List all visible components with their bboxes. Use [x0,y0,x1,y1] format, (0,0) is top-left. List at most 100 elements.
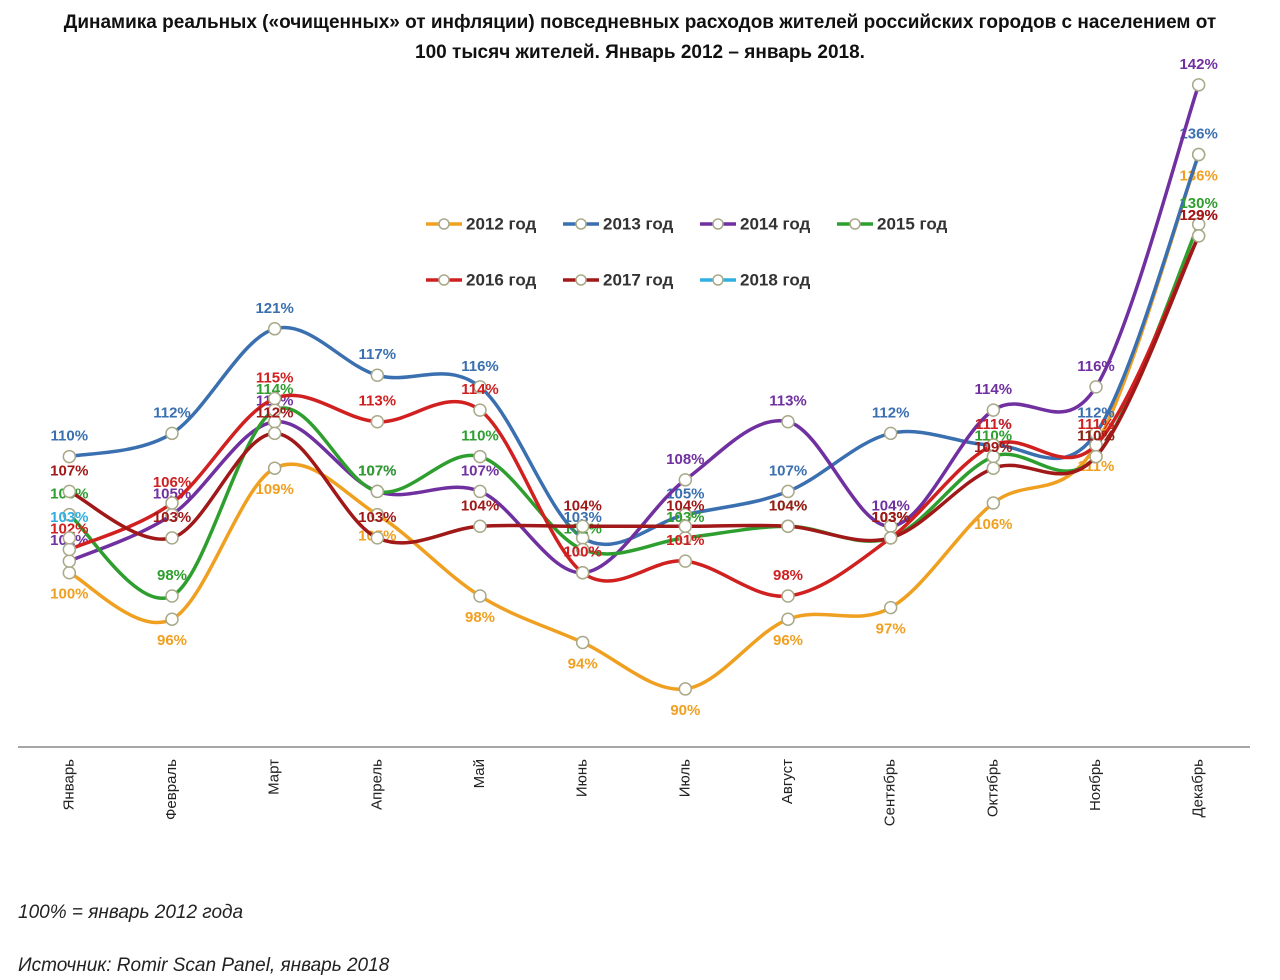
data-label: 107% [461,462,499,479]
point [1191,78,1206,92]
point [678,519,693,534]
data-label: 103% [666,509,704,526]
point [165,531,179,545]
point [883,531,898,545]
data-label: 113% [769,393,807,410]
point [781,589,795,603]
series-line [68,153,1201,547]
point [986,403,1001,417]
point [62,554,77,568]
data-label: 112% [256,404,294,421]
data-label: 98% [773,567,803,584]
point [781,484,795,499]
data-label: 129% [1179,207,1217,224]
series-line [68,235,1201,598]
legend-marker [575,218,587,230]
data-label: 111% [975,416,1012,433]
data-label: 114% [975,381,1013,398]
data-label: 111% [1078,458,1115,475]
data-label: 112% [1077,404,1115,421]
point [62,449,77,464]
data-label: 103% [871,509,909,526]
data-label: 136% [1179,126,1217,143]
point [165,426,179,441]
point [473,380,487,394]
data-label: 121% [255,300,293,317]
data-label: 102% [50,520,88,537]
data-label: 107% [358,462,396,479]
data-label: 104% [666,497,704,514]
point [678,682,693,696]
point [883,426,898,441]
point [165,589,179,603]
data-label: 116% [461,358,499,375]
data-label: 107% [358,462,396,479]
data-label: 90% [670,702,700,719]
point [473,589,487,603]
legend-marker [849,218,861,230]
data-label: 96% [773,632,803,649]
data-label: 130% [1179,195,1217,212]
legend-marker [438,218,450,230]
x-tick-label: Февраль [163,759,180,820]
data-label: 104% [871,497,909,514]
x-tick-label: Декабрь [1190,759,1207,818]
legend-label: 2014 год [740,214,811,233]
legend-marker [712,274,724,286]
data-label: 103% [871,509,909,526]
data-label: 107% [50,462,88,479]
legend-label: 2016 год [466,270,537,289]
data-label: 104% [769,497,807,514]
data-label: 96% [157,632,187,649]
series-line [68,235,1201,545]
data-label: 98% [465,609,495,626]
series-line [68,153,1201,691]
legend-marker [438,274,450,286]
data-label: 129% [1179,207,1217,224]
point [575,519,590,534]
point [62,531,77,545]
data-label: 111% [1078,416,1115,433]
point [678,554,693,568]
x-tick-label: Июнь [574,759,591,797]
data-label: 109% [974,439,1012,456]
data-label: 103% [153,509,191,526]
point [267,426,282,441]
legend-label: 2013 год [603,214,674,233]
x-tick-label: Ноябрь [1087,759,1104,811]
point [781,414,795,429]
point [986,461,1001,475]
point [575,566,590,580]
x-tick-label: Апрель [368,759,385,810]
data-label: 103% [358,509,396,526]
legend-label: 2015 год [877,214,948,233]
data-label: 107% [769,462,807,479]
point [1089,449,1103,464]
point [575,635,590,650]
point [1089,380,1103,394]
data-label: 110% [1077,428,1115,445]
point [473,484,487,499]
point [165,496,179,510]
data-label: 104% [461,497,499,514]
data-label: 110% [461,428,499,445]
point [267,322,282,336]
x-tick-label: Май [471,759,488,788]
point [473,519,487,534]
legend-marker [712,218,724,230]
chart: Январь Февраль Март Апрель Май Июнь Июль Август… [18,56,1250,826]
point [165,612,179,626]
point [267,461,282,475]
data-label: 110% [51,428,89,445]
data-label: 94% [568,655,598,672]
data-label: 100% [563,544,601,561]
series-line [68,84,1201,575]
note: 100% = январь 2012 года [18,902,244,923]
point [62,566,77,580]
legend-marker [575,274,587,286]
point [62,507,77,522]
data-label: 104% [563,497,601,514]
point [1191,147,1206,162]
point [781,612,795,626]
